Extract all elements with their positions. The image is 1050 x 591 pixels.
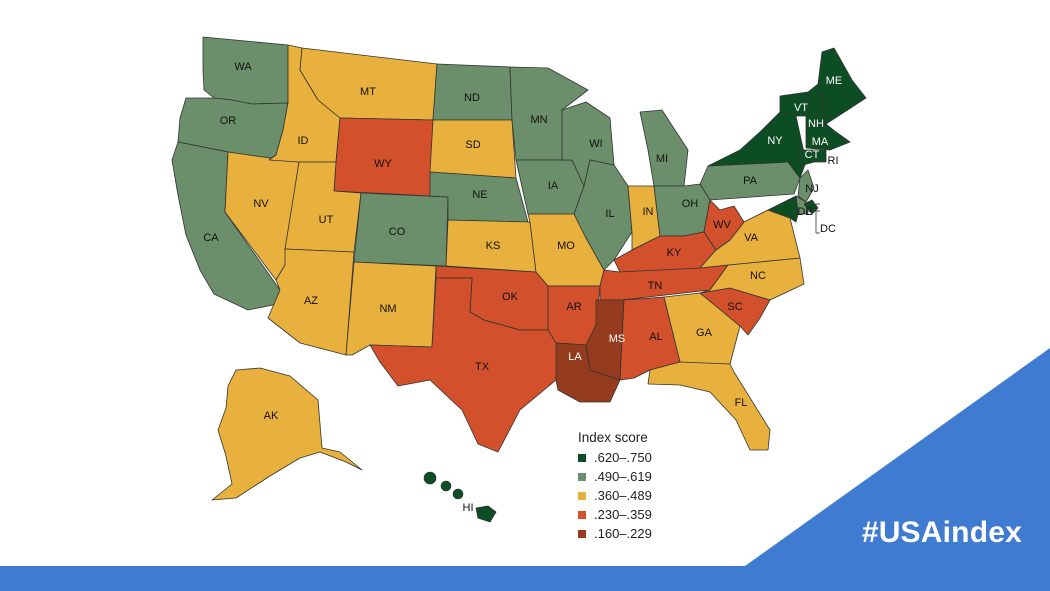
legend-item: .490–.619 [578, 467, 652, 486]
legend-label: .620–.750 [594, 450, 652, 465]
legend-item: .620–.750 [578, 448, 652, 467]
state-md [767, 195, 799, 223]
legend-swatch [578, 491, 586, 500]
state-label-sd: SD [465, 139, 480, 151]
state-wy [333, 117, 434, 197]
state-label-nd: ND [464, 92, 480, 104]
legend-item: .160–.229 [578, 524, 652, 543]
state-label-ar: AR [566, 301, 581, 313]
state-label-mn: MN [530, 114, 547, 126]
state-label-or: OR [220, 115, 237, 127]
state-label-ut: UT [319, 214, 334, 226]
state-tx [369, 277, 561, 453]
state-nj [797, 169, 815, 203]
state-label-ma: MA [812, 136, 829, 148]
state-label-la: LA [568, 351, 582, 363]
state-shapes [171, 36, 867, 523]
de-dc-callout [812, 203, 820, 234]
state-label-ga: GA [696, 327, 713, 339]
state-label-mo: MO [557, 240, 575, 252]
state-az [267, 248, 355, 356]
state-label-nv: NV [253, 198, 269, 210]
legend-swatch [578, 529, 586, 538]
state-label-nh: NH [808, 118, 824, 130]
state-label-ca: CA [203, 232, 219, 244]
state-label-nm: NM [379, 303, 396, 315]
state-label-az: AZ [304, 295, 318, 307]
state-il [573, 159, 633, 271]
state-label-mt: MT [360, 86, 376, 98]
state-ak [211, 367, 363, 501]
state-label-vt: VT [794, 102, 808, 114]
state-hi [475, 505, 497, 523]
state-fl [647, 361, 771, 451]
legend-item: .360–.489 [578, 486, 652, 505]
legend-swatch [578, 453, 586, 462]
state-label-ri: RI [828, 155, 839, 167]
hawaii-island [440, 480, 452, 492]
state-labels: WA OR CA NV ID MT WY UT AZ CO NM ND SD NE KS OK TX MN IA MO… [203, 61, 842, 514]
legend-label: .490–.619 [594, 469, 652, 484]
legend-label: .160–.229 [594, 526, 652, 541]
state-label-tn: TN [648, 280, 663, 292]
state-label-hi: HI [463, 502, 474, 514]
state-label-ny: NY [767, 135, 783, 147]
state-dc [803, 199, 819, 215]
hawaii-island [423, 471, 437, 485]
state-label-nc: NC [750, 270, 766, 282]
state-ri [813, 149, 827, 163]
state-label-ak: AK [264, 410, 279, 422]
legend: Index score .620–.750 .490–.619 .360–.48… [578, 430, 652, 543]
state-label-me: ME [826, 75, 843, 87]
state-label-mi: MI [656, 153, 668, 165]
state-label-al: AL [649, 331, 662, 343]
legend-title: Index score [578, 430, 648, 445]
state-label-oh: OH [682, 198, 699, 210]
state-ma [805, 123, 851, 151]
state-label-wa: WA [234, 61, 252, 73]
state-label-fl: FL [735, 397, 748, 409]
state-label-wi: WI [589, 138, 602, 150]
state-label-co: CO [389, 226, 406, 238]
state-label-dc: DC [820, 223, 836, 235]
legend-label: .230–.359 [594, 507, 652, 522]
legend-item: .230–.359 [578, 505, 652, 524]
state-mi [639, 109, 689, 187]
legend-swatch [578, 510, 586, 519]
hashtag-text: #USAindex [861, 516, 1022, 549]
legend-label: .360–.489 [594, 488, 652, 503]
state-label-il: IL [605, 208, 614, 220]
state-oh [653, 183, 711, 237]
bottom-banner [0, 566, 1050, 591]
state-label-ms: MS [609, 333, 626, 345]
state-label-wv: WV [713, 219, 731, 231]
state-label-in: IN [643, 206, 654, 218]
legend-swatch [578, 472, 586, 481]
state-label-sc: SC [727, 301, 742, 313]
state-label-nj: NJ [805, 183, 818, 195]
state-label-wy: WY [374, 158, 392, 170]
state-label-id: ID [298, 135, 309, 147]
state-label-va: VA [744, 232, 759, 244]
state-label-md: MD [759, 197, 776, 209]
state-label-ct: CT [805, 149, 820, 161]
state-vt [779, 91, 809, 117]
state-label-de: DE [797, 206, 812, 218]
state-label-ky: KY [667, 247, 682, 259]
state-label-pa: PA [743, 175, 758, 187]
state-label-ne: NE [472, 189, 487, 201]
state-label-ia: IA [548, 180, 559, 192]
state-label-ks: KS [486, 240, 501, 252]
state-wv [703, 199, 745, 251]
state-label-tx: TX [475, 361, 490, 373]
state-label-ok: OK [502, 291, 519, 303]
hawaii-island [452, 488, 464, 500]
